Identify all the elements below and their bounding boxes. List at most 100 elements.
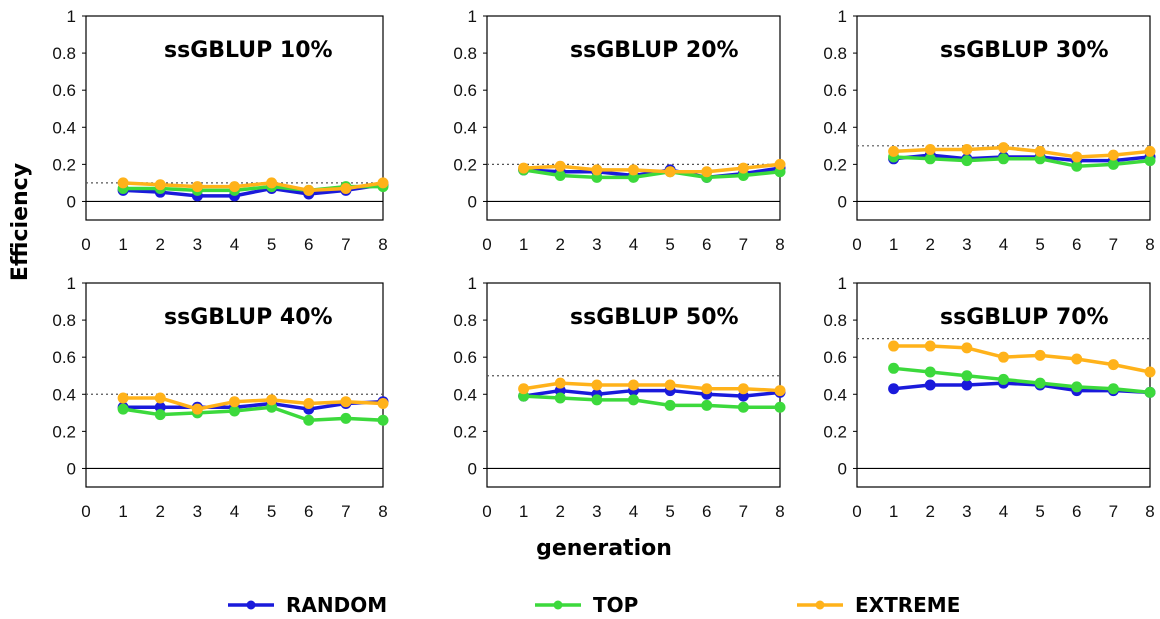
point-extreme	[303, 184, 315, 196]
panel-title: ssGBLUP 30%	[940, 38, 1109, 63]
y-tick-label: 0.2	[453, 422, 477, 441]
y-tick-label: 0	[468, 459, 477, 478]
point-extreme	[1144, 145, 1156, 157]
x-tick-label: 0	[852, 502, 861, 521]
y-tick-label: 0.8	[823, 44, 847, 63]
series-line-extreme	[893, 145, 1151, 159]
point-top	[924, 366, 936, 378]
point-top	[961, 370, 973, 382]
point-extreme	[1071, 353, 1083, 365]
point-top	[554, 169, 566, 181]
point-top	[701, 399, 713, 411]
plot-frame	[486, 282, 781, 488]
point-extreme	[737, 162, 749, 174]
y-tick-label: 0.2	[52, 422, 76, 441]
point-extreme	[191, 181, 203, 193]
point-top	[664, 399, 676, 411]
x-tick-label: 3	[193, 502, 202, 521]
series-line-extreme	[123, 396, 384, 411]
x-tick-label: 1	[519, 235, 528, 254]
y-tick-label: 0	[67, 459, 76, 478]
point-top	[888, 362, 900, 374]
point-extreme	[701, 383, 713, 395]
y-tick-label: 0.8	[823, 311, 847, 330]
series-line-extreme	[523, 381, 781, 393]
y-tick-label: 0.6	[52, 81, 76, 100]
x-tick-label: 7	[341, 502, 350, 521]
point-top	[340, 412, 352, 424]
y-tick-label: 0.4	[823, 385, 847, 404]
x-tick-label: 4	[230, 235, 239, 254]
point-top	[1107, 158, 1119, 170]
y-tick-label: 0.6	[52, 348, 76, 367]
series-line-random	[123, 183, 384, 198]
point-extreme	[1071, 151, 1083, 163]
y-tick-label: 1	[67, 274, 76, 293]
x-tick-label: 8	[378, 235, 387, 254]
point-extreme	[154, 392, 166, 404]
series-line-top	[893, 366, 1151, 395]
x-tick-label: 3	[592, 502, 601, 521]
point-extreme	[154, 179, 166, 191]
x-tick-label: 3	[193, 235, 202, 254]
point-extreme	[377, 398, 389, 410]
point-top	[377, 414, 389, 426]
x-tick-label: 6	[1072, 235, 1081, 254]
y-tick-label: 0.6	[453, 348, 477, 367]
point-top	[1071, 381, 1083, 393]
series-line-extreme	[893, 344, 1151, 374]
y-tick-label: 1	[838, 7, 847, 26]
x-tick-label: 6	[304, 502, 313, 521]
y-tick-label: 0.6	[823, 348, 847, 367]
point-extreme	[701, 166, 713, 178]
point-extreme	[117, 392, 129, 404]
x-tick-label: 1	[889, 502, 898, 521]
y-tick-label: 0.4	[453, 118, 477, 137]
x-tick-label: 5	[267, 235, 276, 254]
point-extreme	[924, 144, 936, 156]
y-tick-label: 0.2	[823, 155, 847, 174]
series-line-top	[523, 394, 780, 410]
x-axis-label: generation	[536, 536, 672, 561]
x-tick-label: 3	[962, 502, 971, 521]
point-top	[154, 409, 166, 421]
y-tick-label: 0.4	[52, 118, 76, 137]
point-extreme	[266, 394, 278, 406]
plot-frame	[85, 282, 384, 488]
chart-panel-1: 1 0.8 0.6 0.4 0.2 0 0 1 2 3 4 5 6 7 8 ssGBLUP 10%	[52, 7, 389, 254]
x-tick-label: 8	[1145, 235, 1154, 254]
point-extreme	[1107, 149, 1119, 161]
point-top	[303, 414, 315, 426]
x-tick-label: 5	[665, 502, 674, 521]
x-tick-label: 0	[482, 502, 491, 521]
point-extreme	[518, 162, 530, 174]
y-tick-label: 1	[67, 7, 76, 26]
x-tick-label: 8	[378, 502, 387, 521]
point-extreme	[340, 182, 352, 194]
x-tick-label: 5	[267, 502, 276, 521]
point-top	[737, 401, 749, 413]
y-tick-label: 0	[838, 192, 847, 211]
legend-marker-extreme	[815, 600, 825, 610]
legend-marker-random	[246, 600, 256, 610]
y-tick-label: 0.8	[52, 311, 76, 330]
point-top	[1144, 386, 1156, 398]
point-top	[961, 155, 973, 167]
x-tick-label: 4	[230, 502, 239, 521]
x-tick-label: 8	[775, 235, 784, 254]
point-extreme	[377, 177, 389, 189]
y-tick-label: 0.4	[52, 385, 76, 404]
panels-grid: 1 0.8 0.6 0.4 0.2 0 0 1 2 3 4 5 6 7 8 ssGBLUP 10% 1 0.8 0.…	[52, 7, 1156, 521]
x-tick-label: 0	[852, 235, 861, 254]
series-line-extreme	[123, 181, 384, 193]
y-tick-label: 0.4	[823, 118, 847, 137]
x-tick-label: 6	[304, 235, 313, 254]
series-line-random	[893, 153, 1151, 163]
series-line-extreme	[523, 162, 781, 174]
point-extreme	[554, 377, 566, 389]
y-tick-label: 0.6	[823, 81, 847, 100]
point-extreme	[591, 164, 603, 176]
series-line-random	[523, 388, 781, 398]
point-extreme	[518, 383, 530, 395]
